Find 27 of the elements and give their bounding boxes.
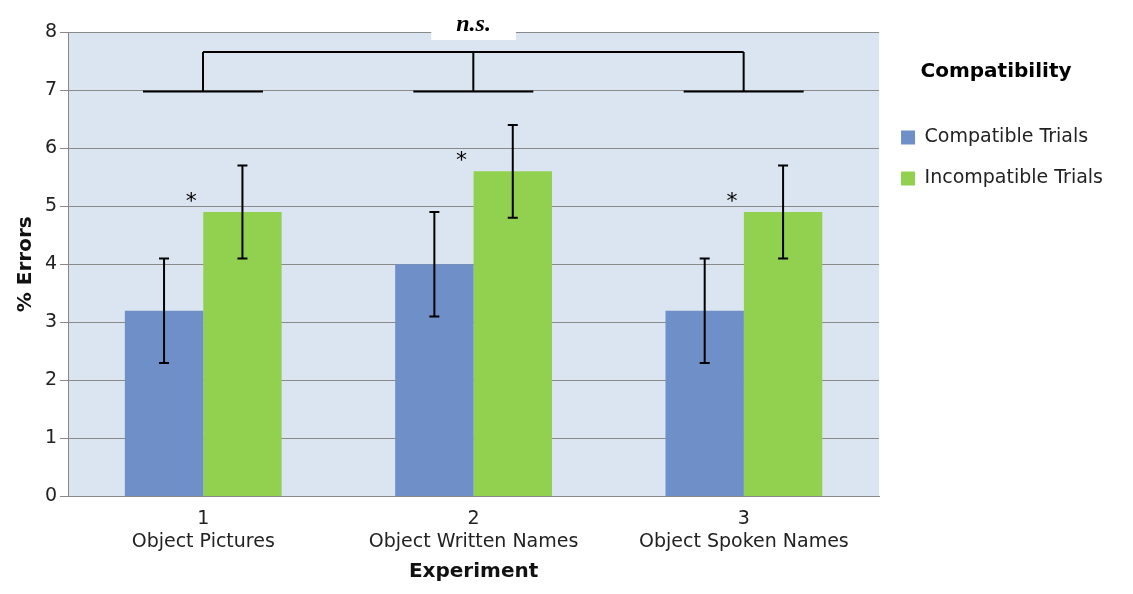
legend-label: Incompatible Trials <box>924 165 1103 188</box>
x-tick-label: 3 Object Spoken Names <box>639 505 849 551</box>
bar <box>743 211 823 496</box>
y-tick-label: 1 <box>44 425 58 448</box>
bar <box>665 310 744 496</box>
annotation: n.s. <box>456 10 491 37</box>
bar <box>473 171 552 496</box>
annotation: * <box>726 187 738 213</box>
y-axis-title: % Errors <box>12 216 37 313</box>
x-axis-title: Experiment <box>408 558 539 583</box>
y-tick-label: 2 <box>44 367 58 390</box>
legend-title: Compatibility <box>920 58 1072 83</box>
x-tick-label: 2 Object Written Names <box>368 505 579 551</box>
x-tick-label: 1 Object Pictures <box>131 505 275 551</box>
legend-label: Compatible Trials <box>924 124 1089 147</box>
y-tick-label: 7 <box>44 76 58 99</box>
y-tick-label: 6 <box>44 135 58 158</box>
y-tick-label: 4 <box>44 251 58 274</box>
annotation: * <box>456 147 468 173</box>
y-tick-label: 0 <box>44 483 58 506</box>
annotation: * <box>185 187 197 213</box>
y-tick-label: 8 <box>44 18 58 41</box>
y-tick-label: 3 <box>44 309 58 332</box>
bar <box>124 310 204 496</box>
bar <box>395 264 474 496</box>
y-tick-label: 5 <box>44 193 58 216</box>
bar <box>203 211 282 496</box>
